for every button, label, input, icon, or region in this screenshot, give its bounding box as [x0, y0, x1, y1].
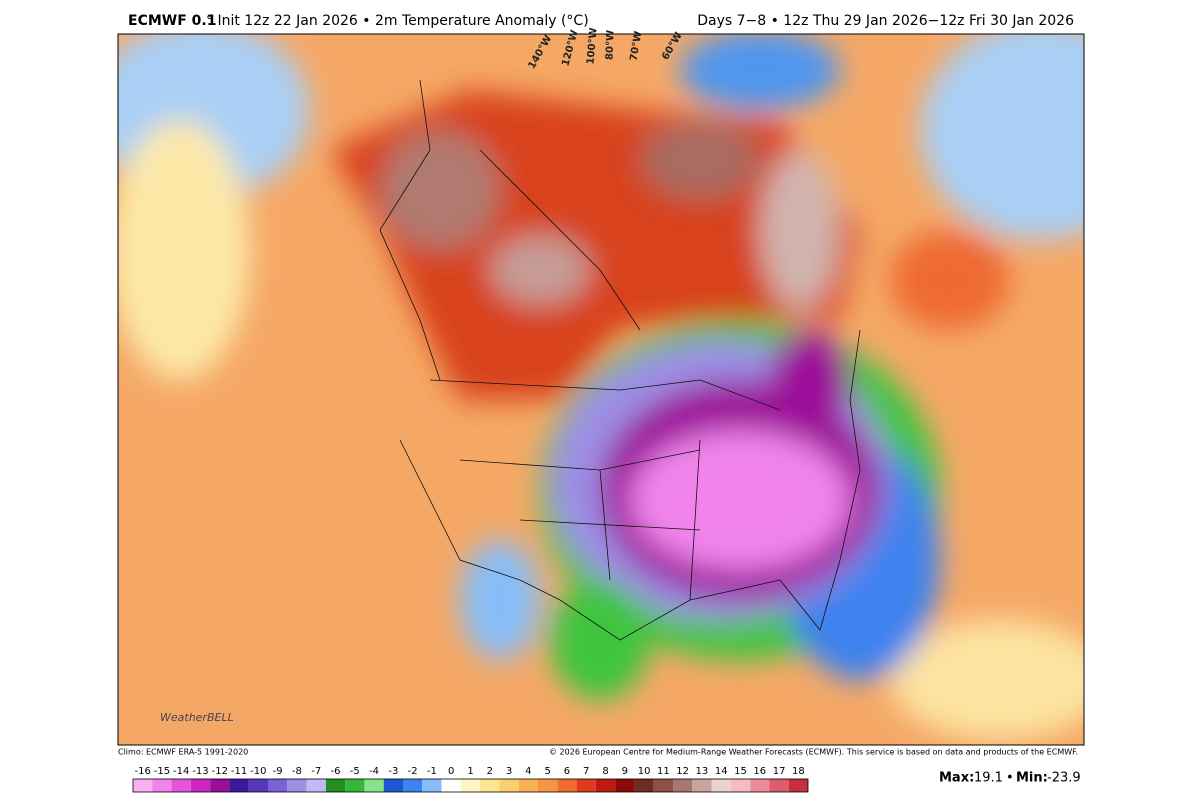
colorbar-label: 6	[564, 766, 570, 777]
colorbar-label: 9	[622, 766, 628, 777]
colorbar-label: -5	[350, 766, 360, 777]
colorbar-label: -14	[173, 766, 189, 777]
colorbar-label: -12	[212, 766, 228, 777]
colorbar-label: 1	[467, 766, 473, 777]
colorbar-swatch	[364, 779, 384, 792]
valid-time: Days 7−8 • 12z Thu 29 Jan 2026−12z Fri 3…	[697, 13, 1074, 29]
colorbar-label: -13	[192, 766, 208, 777]
colorbar-label: 8	[602, 766, 608, 777]
colorbar-swatch	[460, 779, 481, 792]
colorbar-label: -7	[311, 766, 321, 777]
colorbar-label: -2	[408, 766, 418, 777]
colorbar-swatch	[345, 779, 365, 792]
colorbar-label: 16	[753, 766, 766, 777]
stats: Max: 19.1 • Min: -23.9	[939, 771, 1081, 786]
colorbar-label: 12	[676, 766, 689, 777]
colorbar-label: -4	[369, 766, 379, 777]
colorbar-swatch	[152, 779, 172, 792]
colorbar-swatch	[422, 779, 442, 792]
model-name: ECMWF 0.1	[128, 13, 216, 29]
colorbar-label: 14	[715, 766, 728, 777]
borders	[379, 79, 861, 641]
max-value: 19.1	[974, 771, 1003, 786]
logo: WeatherBELL	[160, 711, 234, 724]
title: ° Init 12z 22 Jan 2026 • 2m Temperature …	[206, 13, 589, 29]
colorbar-swatch	[383, 779, 403, 792]
longitude-label: 100°W	[585, 27, 599, 65]
colorbar-label: -8	[292, 766, 302, 777]
colorbar-label: -11	[231, 766, 247, 777]
colorbar-label: 2	[487, 766, 493, 777]
colorbar-swatch	[788, 779, 808, 792]
max-label: Max:	[939, 771, 974, 786]
colorbar-label: 17	[773, 766, 786, 777]
colorbar-swatch	[692, 779, 712, 792]
colorbar-label: 10	[638, 766, 651, 777]
longitude-label: 70°W	[628, 30, 644, 61]
colorbar-label: 0	[448, 766, 454, 777]
colorbar-label: -16	[134, 766, 150, 777]
colorbar-swatch	[268, 779, 288, 792]
colorbar-swatch	[480, 779, 500, 792]
colorbar-swatch	[403, 779, 423, 792]
min-value: -23.9	[1047, 771, 1081, 786]
colorbar-swatch	[518, 779, 538, 792]
colorbar-label: 5	[544, 766, 550, 777]
colorbar-swatch	[538, 779, 558, 792]
colorbar-swatch	[615, 779, 635, 792]
colorbar-label: -6	[331, 766, 341, 777]
colorbar-label: -3	[388, 766, 398, 777]
colorbar-swatch	[171, 779, 191, 792]
colorbar-swatch	[441, 779, 461, 792]
colorbar-label: -9	[273, 766, 283, 777]
map	[118, 34, 1084, 745]
climo-note: Climo: ECMWF ERA-5 1991-2020	[118, 748, 248, 757]
colorbar-label: 11	[657, 766, 670, 777]
colorbar-label: 7	[583, 766, 589, 777]
colorbar-swatch	[557, 779, 577, 792]
colorbar-swatch	[711, 779, 731, 792]
colorbar-swatch	[673, 779, 693, 792]
colorbar-swatch	[576, 779, 596, 792]
colorbar-swatch	[325, 779, 346, 792]
colorbar-swatch	[190, 779, 211, 792]
colorbar-swatch	[653, 779, 673, 792]
colorbar-label: 3	[506, 766, 512, 777]
anomaly-field	[118, 34, 1084, 740]
copyright: © 2026 European Centre for Medium-Range …	[549, 748, 1078, 757]
map-frame	[117, 33, 1085, 746]
colorbar: -16 -15 -14 -13 -12 -11 -10 -9 -8 -7 -6 -5 -4 -3 -2 -1 0…	[132, 766, 809, 793]
colorbar-swatch	[634, 779, 654, 792]
colorbar-swatch	[730, 779, 751, 792]
colorbar-label: 13	[696, 766, 709, 777]
colorbar-swatch	[287, 779, 307, 792]
colorbar-swatch	[499, 779, 519, 792]
colorbar-swatch	[133, 779, 153, 792]
colorbar-swatch	[769, 779, 789, 792]
min-label: Min:	[1016, 771, 1048, 786]
separator: •	[1006, 771, 1014, 786]
longitude-label: 80°W	[604, 30, 616, 60]
colorbar-label: -1	[427, 766, 437, 777]
colorbar-label: 18	[792, 766, 805, 777]
colorbar-swatch	[229, 779, 249, 792]
colorbar-frame	[132, 778, 809, 793]
colorbar-swatch	[210, 779, 230, 792]
colorbar-label: 15	[734, 766, 747, 777]
colorbar-label: -10	[250, 766, 266, 777]
colorbar-label: 4	[525, 766, 531, 777]
colorbar-swatch	[248, 779, 268, 792]
colorbar-swatch	[306, 779, 326, 792]
colorbar-swatch	[750, 779, 770, 792]
colorbar-label: -15	[154, 766, 170, 777]
colorbar-swatch	[595, 779, 616, 792]
